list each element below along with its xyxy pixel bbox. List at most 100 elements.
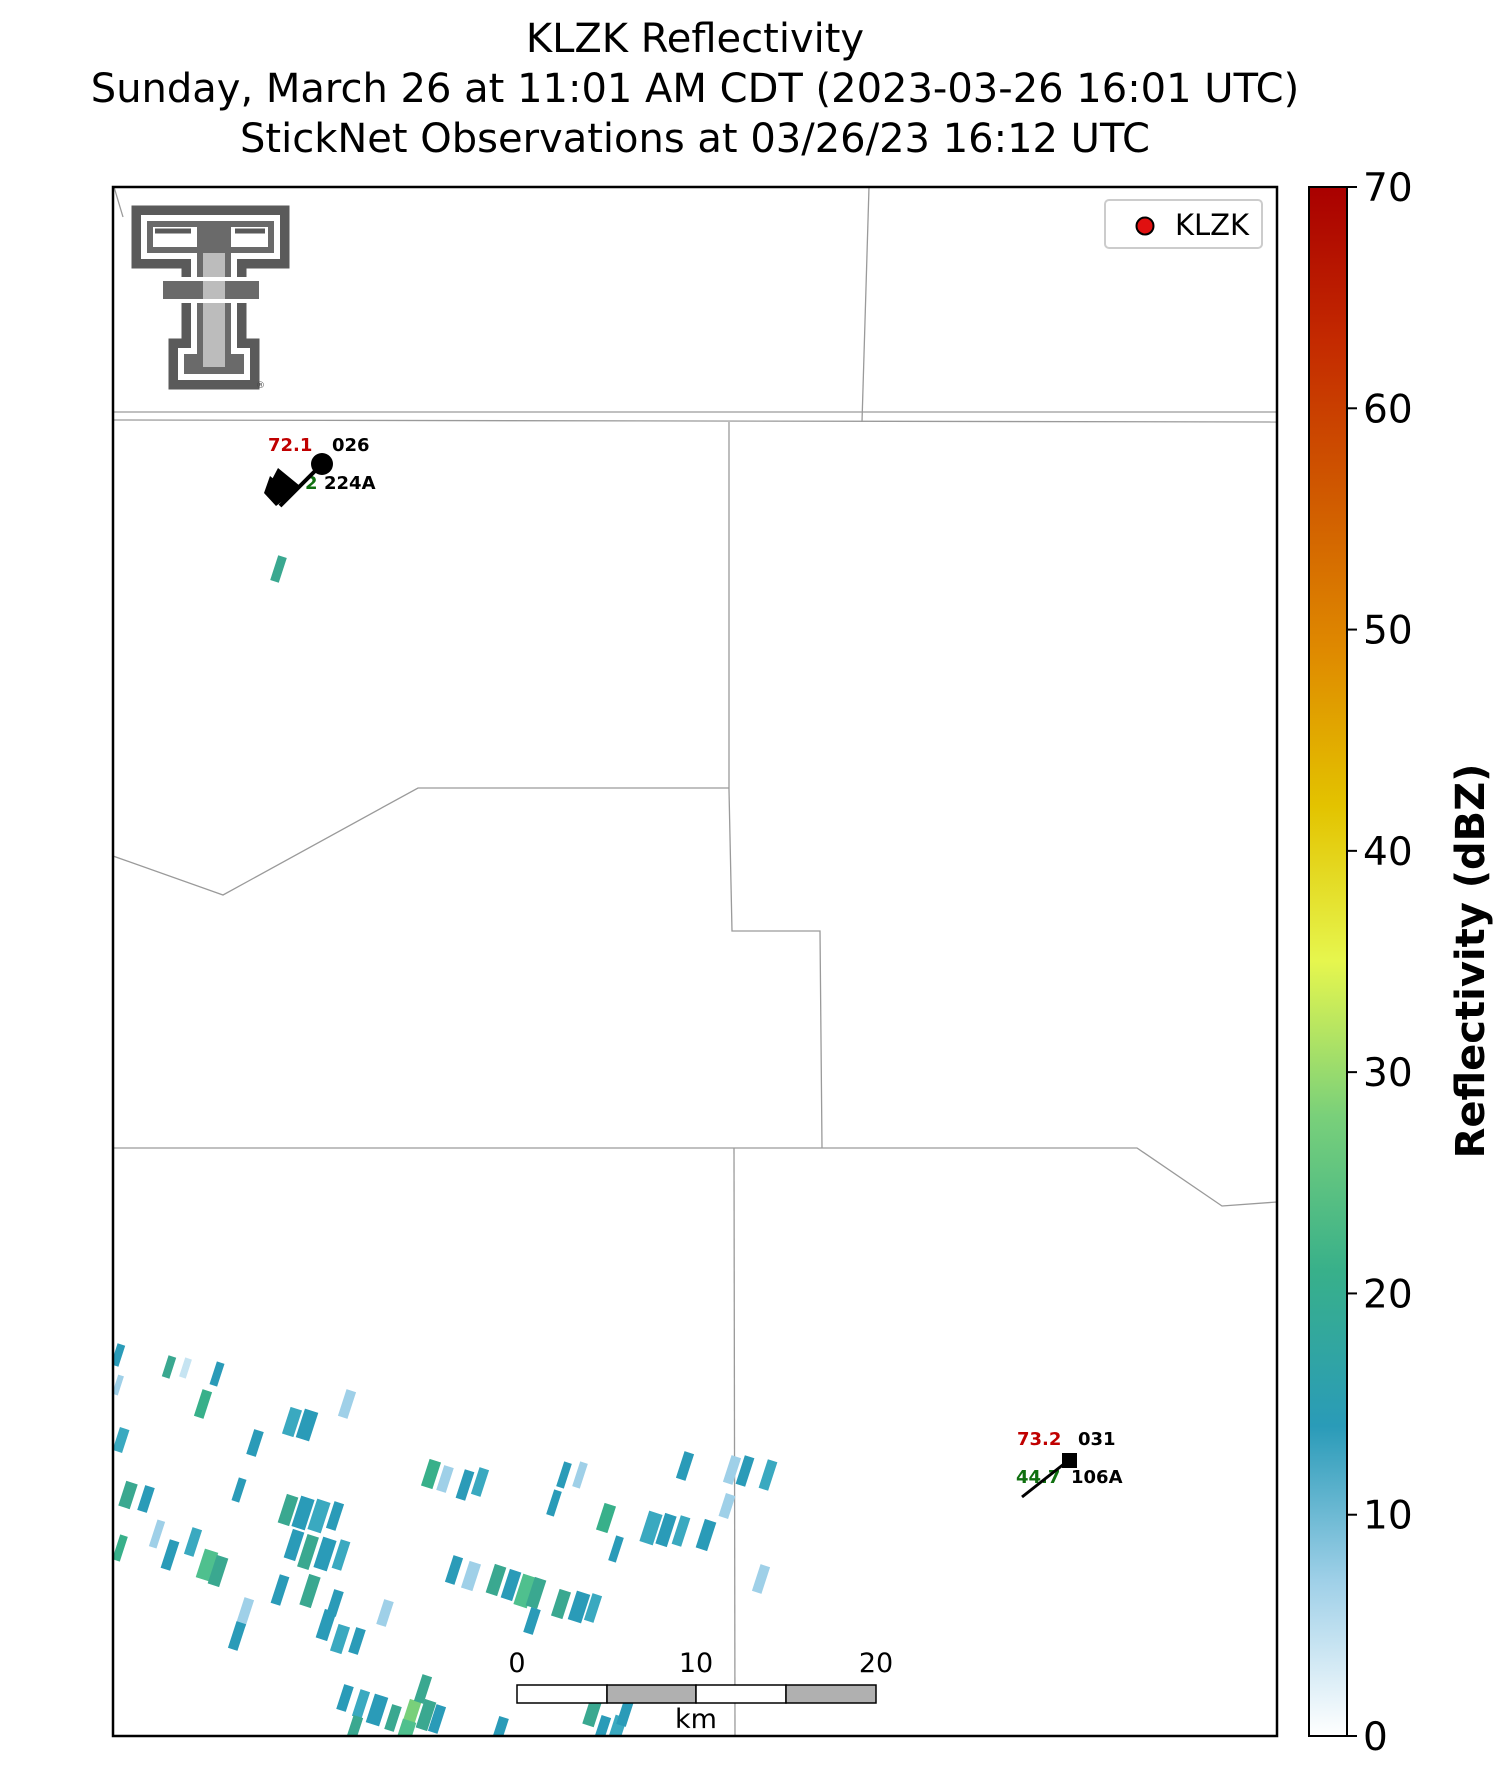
colorbar-tick-label: 40 [1363, 830, 1413, 875]
reflectivity-gate [297, 1533, 319, 1571]
reflectivity-gate [572, 1461, 588, 1489]
wind-barb-icon [264, 453, 333, 508]
station-224a-id: 224A [324, 473, 376, 494]
scale-label-0: 0 [508, 1648, 525, 1679]
reflectivity-gate [193, 1389, 213, 1419]
reflectivity-gate [270, 555, 287, 583]
reflectivity-gate [751, 1564, 771, 1594]
reflectivity-gate [235, 1597, 255, 1627]
scale-label-20: 20 [859, 1648, 893, 1679]
reflectivity-gate [365, 1693, 389, 1727]
reflectivity-gate [470, 1467, 490, 1497]
county-borders [113, 187, 1277, 1736]
station-106a-marker [1062, 1453, 1077, 1468]
scale-unit: km [675, 1704, 717, 1735]
reflectivity-gate [639, 1510, 663, 1546]
reflectivity-gate [313, 1536, 337, 1572]
map-panel[interactable] [111, 185, 1279, 1751]
reflectivity-gate [291, 1495, 315, 1531]
reflectivity-gate [295, 1408, 319, 1442]
reflectivity-gate [655, 1512, 677, 1548]
map-subtitle-obs: StickNet Observations at 03/26/23 16:12 … [240, 116, 1150, 162]
reflectivity-gate [307, 1498, 331, 1534]
colorbar-tick-label: 0 [1363, 1715, 1388, 1760]
reflectivity-gate [326, 1589, 344, 1617]
station-106a-wind-direction: 031 [1078, 1429, 1116, 1450]
reflectivity-gate [616, 1699, 634, 1727]
reflectivity-gate [331, 1539, 351, 1571]
reflectivity-gate [556, 1461, 572, 1489]
reflectivity-gate [436, 1465, 454, 1493]
colorbar: 0 10 20 30 40 50 60 70 Reflectivity (dBZ) [1308, 166, 1494, 1760]
reflectivity-gate [582, 1698, 602, 1728]
reflectivity-gate [595, 1502, 617, 1534]
reflectivity-gate [195, 1548, 219, 1582]
reflectivity-gate [283, 1528, 305, 1562]
map-title: KLZK Reflectivity [525, 16, 865, 62]
reflectivity-gate [420, 1458, 442, 1490]
reflectivity-gate [523, 1607, 541, 1635]
station-224a[interactable]: 72.1 026 2 224A [264, 435, 376, 508]
reflectivity-gate [493, 1715, 509, 1736]
reflectivity-gates [113, 555, 778, 1736]
reflectivity-gate [594, 1714, 612, 1736]
reflectivity-gate [735, 1455, 755, 1487]
wind-barb-icon [1021, 1453, 1077, 1499]
reflectivity-gate [246, 1429, 264, 1457]
map-subtitle-time: Sunday, March 26 at 11:01 AM CDT (2023-0… [90, 66, 1300, 112]
station-224a-marker [311, 453, 333, 475]
reflectivity-gate [376, 1599, 394, 1627]
reflectivity-gate [118, 1480, 138, 1510]
reflectivity-gate [113, 1427, 130, 1453]
scale-label-10: 10 [679, 1648, 713, 1679]
colorbar-gradient [1308, 186, 1348, 1737]
reflectivity-gate [384, 1704, 402, 1732]
texas-tech-logo-icon: ® [131, 205, 290, 391]
station-106a-dewpoint: 44.7 [1016, 1467, 1060, 1488]
reflectivity-gate [346, 1714, 364, 1736]
legend-label: KLZK [1175, 208, 1250, 242]
reflectivity-gate [299, 1573, 321, 1609]
colorbar-tick-label: 50 [1363, 609, 1413, 654]
reflectivity-gate [415, 1698, 437, 1732]
colorbar-label: Reflectivity (dBZ) [1448, 764, 1494, 1159]
reflectivity-gate [695, 1518, 717, 1552]
reflectivity-gate [113, 1343, 126, 1367]
reflectivity-gate [485, 1563, 507, 1597]
reflectivity-gate [525, 1576, 547, 1610]
reflectivity-gate [209, 1361, 225, 1387]
reflectivity-gate [270, 1574, 290, 1606]
reflectivity-gate [351, 1689, 371, 1719]
reflectivity-gate [460, 1560, 482, 1592]
reflectivity-gate [722, 1455, 742, 1485]
station-224a-temperature: 72.1 [268, 435, 312, 456]
colorbar-tick-label: 70 [1363, 166, 1413, 211]
map-frame [111, 185, 1279, 1738]
reflectivity-gate [227, 1621, 247, 1651]
reflectivity-gate [179, 1357, 192, 1379]
station-106a-temperature: 73.2 [1017, 1429, 1061, 1450]
colorbar-tick-label: 30 [1363, 1051, 1413, 1096]
station-106a[interactable]: 73.2 031 44.7 106A [1016, 1429, 1123, 1499]
reflectivity-gate [281, 1406, 303, 1438]
station-106a-id: 106A [1071, 1467, 1123, 1488]
reflectivity-gate [325, 1501, 345, 1531]
reflectivity-gate [315, 1608, 337, 1642]
reflectivity-gate [608, 1535, 624, 1563]
reflectivity-gate [137, 1485, 155, 1513]
colorbar-tick-label: 20 [1363, 1272, 1413, 1317]
legend[interactable]: KLZK [1104, 199, 1263, 249]
reflectivity-gate [583, 1593, 603, 1623]
reflectivity-gate [758, 1459, 778, 1491]
reflectivity-gate [500, 1568, 522, 1602]
reflectivity-gate [336, 1684, 354, 1712]
reflectivity-gate [675, 1451, 695, 1481]
reflectivity-gate [337, 1389, 357, 1419]
klzk-marker-icon [1135, 216, 1155, 236]
reflectivity-gate [148, 1519, 166, 1549]
reflectivity-gate [113, 1374, 124, 1396]
reflectivity-gate [113, 1534, 128, 1562]
reflectivity-gate [413, 1674, 433, 1704]
reflectivity-gate [329, 1623, 351, 1655]
